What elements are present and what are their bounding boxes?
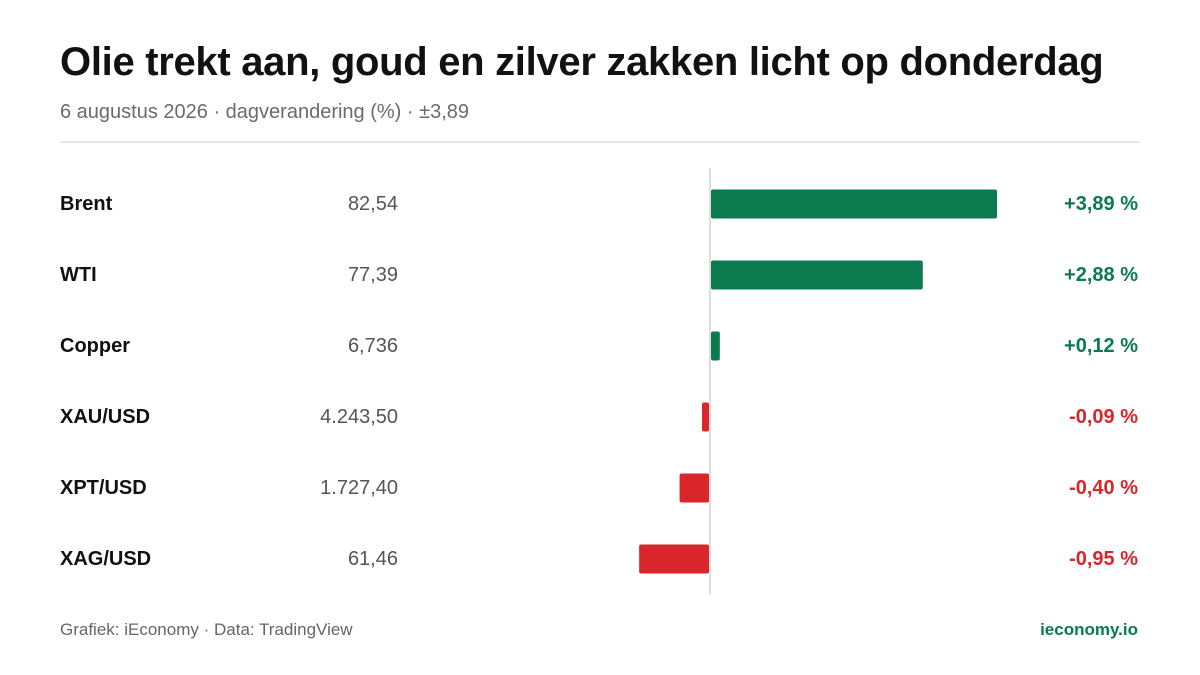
- change-label: +2,88 %: [1064, 264, 1138, 286]
- price-value: 1.727,40: [320, 477, 398, 499]
- chart-subtitle: 6 augustus 2026 · dagverandering (%) · ±…: [60, 101, 470, 123]
- category-label: Copper: [60, 335, 130, 357]
- change-label: +0,12 %: [1064, 335, 1138, 357]
- bar: [702, 402, 709, 432]
- category-label: XAU/USD: [60, 406, 150, 428]
- change-label: +3,89 %: [1064, 193, 1138, 215]
- source-credit: Grafiek: iEconomy · Data: TradingView: [60, 620, 353, 639]
- bar: [711, 189, 997, 219]
- category-label: XPT/USD: [60, 477, 147, 499]
- brand-link[interactable]: ieconomy.io: [1040, 620, 1138, 639]
- bar: [639, 544, 709, 574]
- price-value: 77,39: [348, 264, 398, 286]
- price-value: 4.243,50: [320, 406, 398, 428]
- price-value: 61,46: [348, 548, 398, 570]
- change-label: -0,40 %: [1069, 477, 1138, 499]
- category-label: Brent: [60, 193, 113, 215]
- category-label: XAG/USD: [60, 548, 151, 570]
- price-value: 6,736: [348, 335, 398, 357]
- bar: [711, 260, 923, 290]
- chart-title: Olie trekt aan, goud en zilver zakken li…: [60, 40, 1104, 84]
- change-label: -0,09 %: [1069, 406, 1138, 428]
- category-label: WTI: [60, 264, 97, 286]
- bar: [711, 331, 720, 361]
- chart-rows: Brent 82,54 +3,89 % WTI 77,39 +2,88 % Copper 6,…: [60, 189, 1138, 574]
- change-label: -0,95 %: [1069, 548, 1138, 570]
- header-divider: [60, 141, 1140, 143]
- bar: [679, 473, 709, 503]
- price-value: 82,54: [348, 193, 398, 215]
